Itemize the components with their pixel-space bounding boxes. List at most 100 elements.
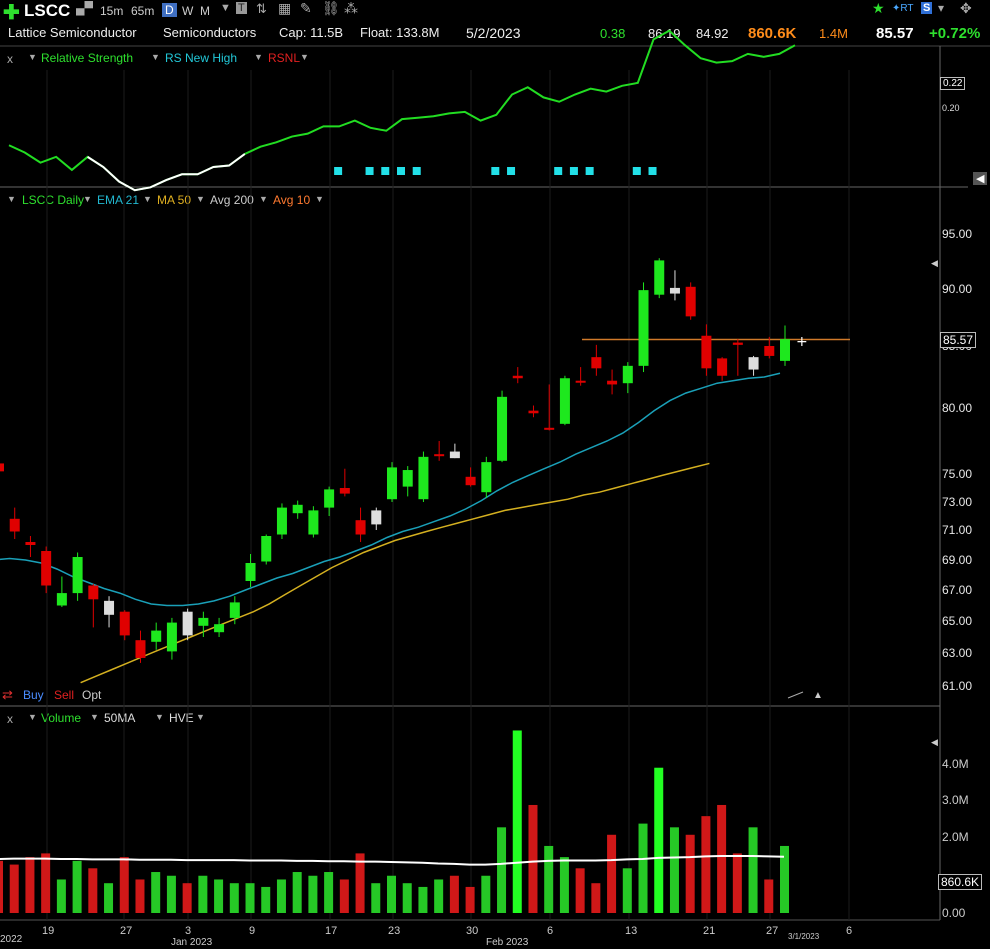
candle-body [245,563,256,581]
time-axis-label: 6 [846,925,853,937]
crosshair-icon: + [796,334,808,350]
candle-body [685,286,696,317]
scroll-left-icon[interactable]: ◀ [973,172,988,185]
price-pane-header: ▼ LSCC Daily ▼ EMA 21 ▼ MA 50 ▼ Avg 200 … [0,190,990,210]
price-axis-label: 63.00 [942,646,973,660]
candle-body [559,378,570,424]
candle-body [135,640,146,658]
price-pane-menu-icon[interactable]: ◀ [931,258,938,268]
calculator-icon[interactable]: ▦ [278,0,292,16]
symbol-field[interactable]: LSCC [24,1,71,20]
time-axis-label: 21 [703,925,716,937]
close-icon[interactable]: x [7,52,13,66]
volume-bar [166,875,176,913]
trade-icon[interactable]: T [236,2,247,14]
dropdown-icon-hve-2[interactable]: ▼ [196,712,205,722]
volume-bar [135,879,145,913]
dropdown-icon[interactable]: ▼ [220,2,231,14]
sell-button[interactable]: Sell [54,688,75,702]
rs-new-high-marker [334,167,343,175]
price-axis-label: 61.00 [942,679,973,693]
dropdown-icon-avg10[interactable]: ▼ [259,194,268,204]
dropdown-icon-rs[interactable]: ▼ [28,52,37,62]
market-cap: Cap: 11.5B [279,25,344,40]
volume-bar [0,860,3,913]
candle-body [748,357,759,370]
volume-bar [324,872,334,913]
option-button[interactable]: Opt [82,688,102,702]
volume-axis-label: 2.0M [942,830,969,844]
volume-ma-label[interactable]: 50MA [104,711,136,725]
dropdown-icon-50ma[interactable]: ▼ [90,712,99,722]
avg200-label[interactable]: Avg 200 [210,193,254,207]
link-icon[interactable]: ⛓ [322,0,340,16]
avg10-label[interactable]: Avg 10 [273,193,311,207]
dropdown-icon-avg200[interactable]: ▼ [196,194,205,204]
interval-15m[interactable]: 15m [100,4,124,18]
add-icon[interactable]: ✚ [3,2,20,24]
ruler-icon[interactable]: ⇅ [256,1,267,16]
volume-bar [512,730,522,913]
candle-body [166,622,177,652]
volume-bar [669,827,679,913]
candle-body [780,339,790,361]
volume-bar [481,875,491,913]
candle-body [512,375,523,379]
symbol-daily-label[interactable]: LSCC Daily [22,193,85,207]
interval-monthly[interactable]: M [200,4,210,18]
expand-icon[interactable]: ▲ [813,690,823,701]
scan-icon[interactable]: S [921,2,933,14]
volume-pane-menu-icon[interactable]: ◀ [931,737,938,747]
move-icon[interactable]: ✥ [960,0,972,16]
rs-new-high-marker [632,167,641,175]
interval-weekly[interactable]: W [182,4,194,18]
buy-button[interactable]: Buy [23,688,44,702]
dropdown-icon-rsnh[interactable]: ▼ [151,52,160,62]
time-axis-label: 3/1/2023 [788,932,820,941]
relative-strength-label[interactable]: Relative Strength [41,51,134,65]
volume-bar [544,845,554,913]
pencil-icon[interactable]: ✎ [300,0,312,16]
volume-bar [732,853,742,913]
volume-bar [229,883,239,913]
dropdown-icon-volume[interactable]: ▼ [28,712,37,722]
dropdown-icon-2[interactable]: ▾ [938,1,945,15]
rs-new-high-label[interactable]: RS New High [165,51,238,65]
volume-bar [701,816,711,913]
candle-body [732,342,743,345]
chart-style-icon[interactable]: ▄▀ [76,1,94,15]
star-icon[interactable]: ★ [872,0,885,16]
candle-body [119,611,130,636]
volume-axis-label: 3.0M [942,793,969,807]
volume-bar [528,804,538,913]
volume-label[interactable]: Volume [41,711,82,725]
sector: Semiconductors [163,25,257,40]
volume-bar [748,827,758,913]
dropdown-icon-ma50[interactable]: ▼ [143,194,152,204]
volume-bar [9,864,19,913]
realtime-icon[interactable]: ✦RT [892,3,914,14]
interval-daily[interactable]: D [162,3,177,17]
dropdown-icon-price[interactable]: ▼ [7,194,16,204]
rsnl-label[interactable]: RSNL [268,51,301,65]
ma50-line [80,462,710,684]
candle-body [339,488,350,494]
volume-bar [261,886,271,913]
close-icon-volume[interactable]: x [7,712,13,726]
dropdown-icon-rsnl[interactable]: ▼ [254,52,263,62]
trade-arrows-icon[interactable]: ⇄ [2,687,13,702]
price-axis-label: 75.00 [942,467,973,481]
interval-65m[interactable]: 65m [131,4,155,18]
candle-body [591,357,602,369]
ema21-label[interactable]: EMA 21 [97,193,140,207]
candle-body [355,520,366,535]
volume-bar [88,868,98,913]
dropdown-icon-avg10-2[interactable]: ▼ [315,194,324,204]
volume-bar [559,857,569,913]
dropdown-icon-rsnl-2[interactable]: ▼ [300,52,309,62]
ma50-label[interactable]: MA 50 [157,193,192,207]
share-icon[interactable]: ⁂ [344,0,358,16]
dropdown-icon-hve[interactable]: ▼ [155,712,164,722]
dropdown-icon-ema[interactable]: ▼ [83,194,92,204]
